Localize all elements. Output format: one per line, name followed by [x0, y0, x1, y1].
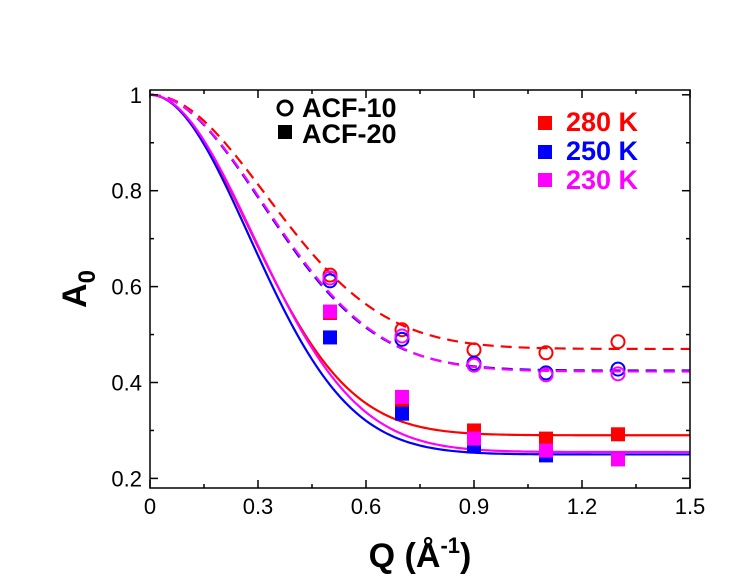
- legend-marker-230k: [538, 173, 552, 187]
- data-point-acf-10-280-k: [538, 345, 554, 361]
- fit-curve-acf-20-230-k: [149, 93, 690, 454]
- x-tick-label: 0.6: [351, 494, 382, 519]
- data-markers: [322, 267, 626, 467]
- fit-curves: [149, 93, 690, 456]
- y-tick-label: 0.6: [111, 275, 142, 300]
- fit-curve-acf-10-230-k: [149, 93, 690, 373]
- data-point-acf-10-230-k: [322, 270, 338, 286]
- x-axis-title-superscript: -1: [440, 533, 460, 558]
- legend-label-230k: 230 K: [566, 165, 639, 195]
- data-point-acf-20-250-k: [323, 330, 337, 345]
- x-tick-label: 1.2: [567, 494, 598, 519]
- data-point-acf-20-230-k: [395, 389, 409, 404]
- sample-legend: ACF-10 ACF-20: [276, 93, 397, 149]
- data-point-acf-10-230-k: [538, 367, 554, 383]
- y-tick-label: 0.2: [111, 466, 142, 491]
- x-axis-title: Q (Å-1): [369, 533, 472, 575]
- data-point-acf-10-280-k: [394, 322, 410, 338]
- x-tick-label: 0.9: [459, 494, 490, 519]
- legend-filled-square-marker: [278, 125, 292, 139]
- x-tick-label: 1.5: [675, 494, 706, 519]
- data-point-acf-10-230-k: [610, 366, 626, 382]
- data-point-acf-20-280-k: [611, 427, 625, 442]
- x-tick-label: 0: [144, 494, 156, 519]
- data-point-acf-10-250-k: [610, 361, 626, 377]
- data-point-acf-10-230-k: [466, 357, 482, 373]
- legend-label-250k: 250 K: [566, 136, 639, 166]
- y-tick-label: 1: [130, 83, 142, 108]
- data-point-acf-10-230-k: [394, 328, 410, 344]
- data-point-acf-20-250-k: [395, 406, 409, 421]
- x-tick-label: 0.3: [243, 494, 274, 519]
- legend-open-circle-marker: [276, 99, 294, 117]
- legend-label-acf-10: ACF-10: [302, 93, 397, 123]
- y-tick-label: 0.8: [111, 179, 142, 204]
- data-point-acf-20-230-k: [539, 443, 553, 458]
- axis-ticks: 0 0.3 0.6 0.9 1.2 1.5 0.2 0.4 0.6 0.8 1: [111, 83, 705, 519]
- data-point-acf-10-280-k: [610, 334, 626, 350]
- data-point-acf-20-230-k: [611, 452, 625, 467]
- y-axis-title-subscript: 0: [74, 270, 101, 283]
- data-point-acf-20-230-k: [323, 304, 337, 319]
- data-point-acf-20-280-k: [539, 431, 553, 446]
- legend-marker-280k: [538, 116, 552, 130]
- data-point-acf-10-280-k: [466, 342, 482, 358]
- fit-curve-acf-20-250-k: [149, 93, 690, 456]
- legend-label-acf-20: ACF-20: [302, 119, 397, 149]
- legend-label-280k: 280 K: [566, 107, 639, 137]
- fit-curve-acf-10-280-k: [149, 93, 690, 351]
- y-axis-title: A0: [56, 270, 101, 308]
- legend-marker-250k: [538, 145, 552, 159]
- data-point-acf-20-230-k: [467, 431, 481, 446]
- y-tick-label: 0.4: [111, 371, 142, 396]
- temperature-legend: 280 K 250 K 230 K: [538, 107, 639, 195]
